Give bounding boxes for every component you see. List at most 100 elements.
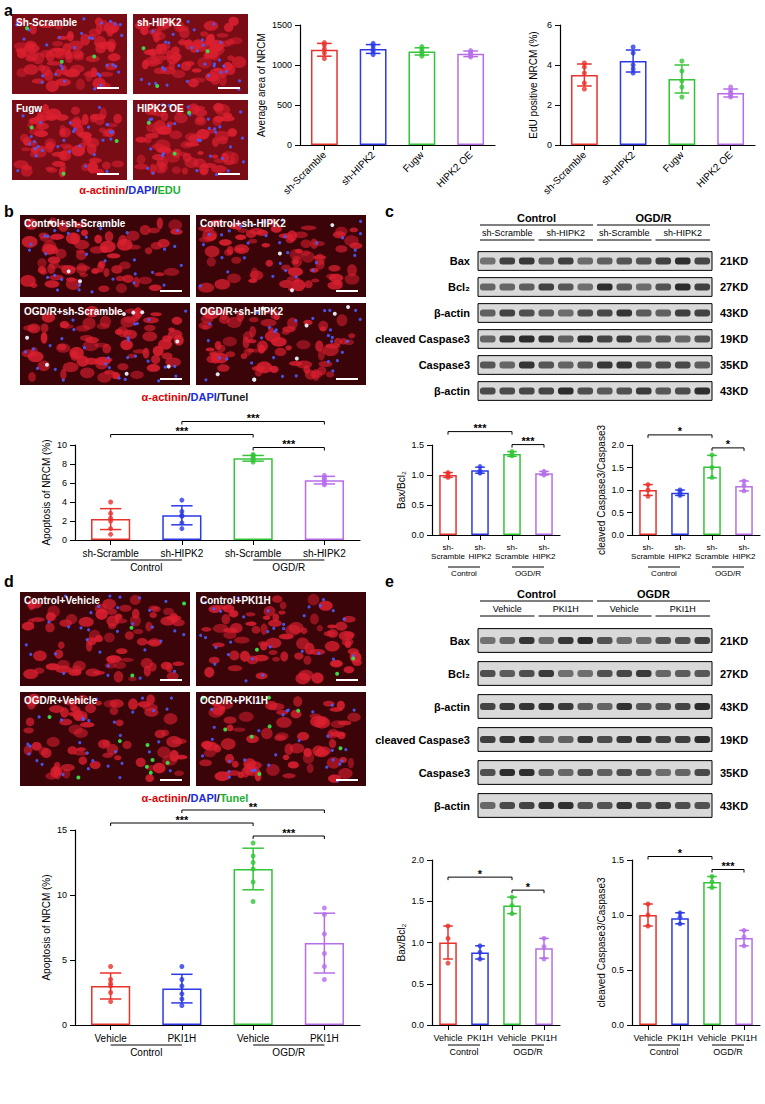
svg-text:Control: Control	[651, 569, 677, 578]
svg-text:EDU: EDU	[158, 184, 181, 196]
svg-text:a: a	[4, 2, 13, 19]
svg-text:Control: Control	[130, 1047, 162, 1058]
svg-text:*: *	[678, 847, 683, 859]
svg-text:sh-HIPK2: sh-HIPK2	[137, 17, 182, 28]
svg-text:sh-HIPK2: sh-HIPK2	[663, 228, 702, 238]
svg-text:sh-: sh-	[538, 543, 549, 552]
svg-text:OGD/R: OGD/R	[513, 1047, 543, 1057]
svg-text:Scramble: Scramble	[695, 552, 729, 561]
svg-text:β-actin: β-actin	[434, 307, 470, 319]
svg-text:HIPK2 OE: HIPK2 OE	[434, 149, 475, 190]
svg-text:*: *	[726, 438, 731, 450]
svg-text:HIPK2: HIPK2	[668, 552, 692, 561]
svg-text:Fugw: Fugw	[661, 149, 687, 175]
svg-text:0.0: 0.0	[411, 1020, 424, 1030]
svg-text:e: e	[385, 573, 394, 590]
svg-text:35KD: 35KD	[720, 767, 748, 779]
svg-text:sh-Scramble: sh-Scramble	[541, 149, 589, 197]
svg-text:OGD/R+sh-Scramble: OGD/R+sh-Scramble	[24, 306, 123, 317]
svg-text:sh-: sh-	[738, 543, 749, 552]
svg-text:0.0: 0.0	[611, 1020, 624, 1030]
svg-text:2.0: 2.0	[611, 440, 624, 450]
svg-text:α-actinin: α-actinin	[79, 184, 125, 196]
svg-text:Control: Control	[449, 1047, 478, 1057]
svg-text:sh-HIPK2: sh-HIPK2	[599, 149, 637, 187]
svg-text:*: *	[678, 425, 683, 437]
svg-text:1.5: 1.5	[611, 855, 624, 865]
svg-text:OGD/R+Vehicle: OGD/R+Vehicle	[24, 695, 98, 706]
svg-text:1.5: 1.5	[611, 463, 624, 473]
svg-text:19KD: 19KD	[720, 734, 748, 746]
svg-text:Apoptosis of NRCM (%): Apoptosis of NRCM (%)	[41, 439, 52, 545]
svg-text:β-actin: β-actin	[434, 800, 470, 812]
svg-text:43KD: 43KD	[720, 307, 748, 319]
svg-text:OGD/R+sh-HIPK2: OGD/R+sh-HIPK2	[200, 306, 284, 317]
svg-text:1.0: 1.0	[411, 470, 424, 480]
svg-text:***: ***	[175, 814, 189, 826]
svg-text:sh-: sh-	[642, 543, 653, 552]
svg-text:6: 6	[547, 20, 552, 30]
svg-text:2.0: 2.0	[411, 855, 424, 865]
svg-text:**: **	[249, 801, 258, 813]
svg-text:PKI1H: PKI1H	[553, 604, 579, 614]
svg-text:19KD: 19KD	[720, 333, 748, 345]
svg-text:500: 500	[277, 100, 292, 110]
svg-text:0.5: 0.5	[611, 965, 624, 975]
svg-text:Bax: Bax	[450, 635, 471, 647]
svg-text:21KD: 21KD	[720, 635, 748, 647]
svg-text:Bcl₂: Bcl₂	[448, 668, 470, 680]
svg-text:c: c	[385, 203, 394, 220]
svg-text:0.0: 0.0	[411, 530, 424, 540]
svg-text:PKI1H: PKI1H	[531, 1033, 557, 1043]
svg-text:27KD: 27KD	[720, 668, 748, 680]
svg-text:0: 0	[547, 140, 552, 150]
svg-text:α-actinin: α-actinin	[142, 792, 188, 804]
svg-text:HIPK2 OE: HIPK2 OE	[694, 149, 735, 190]
svg-text:*: *	[526, 881, 531, 893]
svg-text:d: d	[4, 573, 14, 590]
svg-text:1500: 1500	[272, 20, 292, 30]
svg-text:5: 5	[62, 955, 67, 965]
svg-text:43KD: 43KD	[720, 800, 748, 812]
svg-text:sh-HIPK2: sh-HIPK2	[160, 548, 203, 559]
svg-text:*: *	[478, 868, 483, 880]
svg-text:43KD: 43KD	[720, 701, 748, 713]
svg-text:PKI1H: PKI1H	[167, 1033, 196, 1044]
svg-text:0.5: 0.5	[411, 979, 424, 989]
svg-text:8: 8	[62, 459, 67, 469]
svg-text:***: ***	[247, 412, 261, 424]
svg-text:Tunel: Tunel	[220, 792, 249, 804]
svg-text:Control: Control	[130, 562, 162, 573]
svg-text:***: ***	[282, 438, 296, 450]
svg-text:***: ***	[474, 422, 488, 434]
svg-text:0: 0	[62, 535, 67, 545]
svg-text:35KD: 35KD	[720, 359, 748, 371]
svg-text:OGD/R: OGD/R	[713, 1047, 743, 1057]
svg-text:4: 4	[547, 60, 552, 70]
svg-text:β-actin: β-actin	[434, 701, 470, 713]
svg-text:2: 2	[547, 100, 552, 110]
svg-text:1.5: 1.5	[411, 440, 424, 450]
svg-text:OGD/R: OGD/R	[635, 212, 671, 224]
svg-text:EdU positive NRCM (%): EdU positive NRCM (%)	[528, 31, 539, 138]
svg-text:cleaved Caspase3/Caspase3: cleaved Caspase3/Caspase3	[596, 877, 607, 1008]
svg-text:0.5: 0.5	[411, 500, 424, 510]
svg-text:Control+PKI1H: Control+PKI1H	[200, 595, 271, 606]
svg-text:43KD: 43KD	[720, 385, 748, 397]
svg-text:Vehicle: Vehicle	[433, 1033, 462, 1043]
svg-text:0.0: 0.0	[611, 530, 624, 540]
svg-text:DAPI: DAPI	[191, 391, 217, 403]
svg-text:Caspase3: Caspase3	[419, 359, 470, 371]
svg-text:OGD/R: OGD/R	[272, 562, 305, 573]
svg-text:Fugw: Fugw	[401, 149, 427, 175]
svg-text:21KD: 21KD	[720, 255, 748, 267]
svg-text:4: 4	[62, 497, 67, 507]
svg-text:Apoptosis of NRCM (%): Apoptosis of NRCM (%)	[41, 874, 52, 980]
svg-text:OGDR: OGDR	[637, 588, 670, 600]
svg-text:OGD/R+PKI1H: OGD/R+PKI1H	[200, 695, 268, 706]
svg-text:Vehicle: Vehicle	[697, 1033, 726, 1043]
svg-text:Control+sh-Scramble: Control+sh-Scramble	[24, 218, 126, 229]
svg-text:1.5: 1.5	[411, 896, 424, 906]
svg-text:PKI1H: PKI1H	[310, 1033, 339, 1044]
svg-text:***: ***	[282, 827, 296, 839]
